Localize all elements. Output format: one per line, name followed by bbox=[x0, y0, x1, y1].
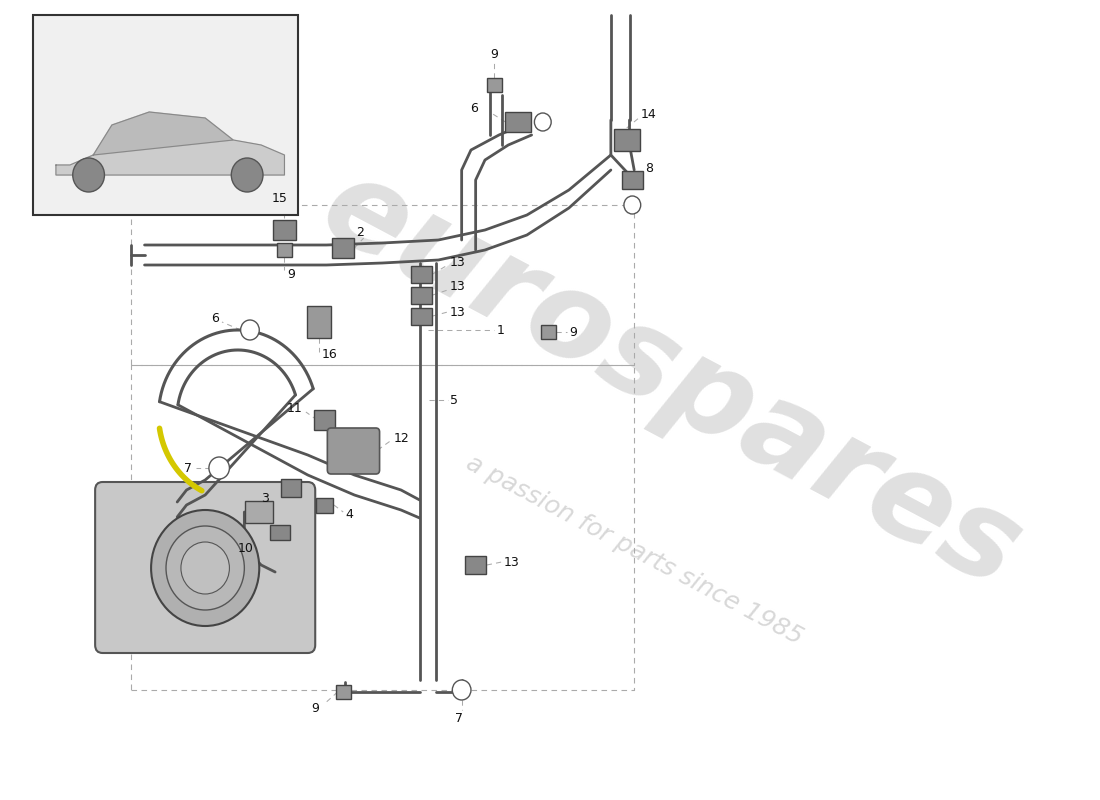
Text: a passion for parts since 1985: a passion for parts since 1985 bbox=[462, 450, 806, 650]
Bar bbox=[411, 266, 432, 282]
Polygon shape bbox=[56, 135, 285, 175]
Text: 13: 13 bbox=[450, 281, 465, 294]
Text: 11: 11 bbox=[286, 402, 302, 414]
Text: 5: 5 bbox=[450, 394, 458, 406]
Text: 7: 7 bbox=[184, 462, 192, 474]
Bar bbox=[541, 325, 556, 339]
Text: 8: 8 bbox=[646, 162, 653, 174]
Text: 15: 15 bbox=[272, 191, 288, 205]
Bar bbox=[273, 220, 296, 240]
Text: 9: 9 bbox=[491, 49, 498, 62]
Circle shape bbox=[151, 510, 260, 626]
Bar bbox=[280, 479, 301, 497]
Bar bbox=[307, 306, 331, 338]
Circle shape bbox=[231, 158, 263, 192]
Text: 4: 4 bbox=[345, 509, 353, 522]
Circle shape bbox=[624, 196, 640, 214]
Bar bbox=[315, 410, 334, 430]
Bar bbox=[505, 112, 530, 132]
Text: 6: 6 bbox=[470, 102, 477, 114]
Text: 9: 9 bbox=[311, 702, 319, 714]
Polygon shape bbox=[94, 112, 233, 155]
Bar bbox=[277, 243, 292, 257]
Bar bbox=[623, 171, 642, 189]
Text: 16: 16 bbox=[322, 349, 338, 362]
Circle shape bbox=[241, 320, 260, 340]
Bar bbox=[270, 525, 290, 539]
FancyBboxPatch shape bbox=[95, 482, 316, 653]
Text: 9: 9 bbox=[569, 326, 576, 338]
Circle shape bbox=[452, 680, 471, 700]
Bar bbox=[316, 498, 333, 513]
Text: 6: 6 bbox=[211, 311, 219, 325]
Bar bbox=[332, 238, 354, 258]
Text: 13: 13 bbox=[504, 555, 519, 569]
Text: 3: 3 bbox=[261, 491, 268, 505]
Bar bbox=[245, 501, 273, 523]
Text: 14: 14 bbox=[640, 109, 657, 122]
Circle shape bbox=[166, 526, 244, 610]
Circle shape bbox=[73, 158, 104, 192]
Circle shape bbox=[209, 457, 230, 479]
Bar bbox=[411, 286, 432, 303]
Text: 13: 13 bbox=[450, 306, 465, 318]
Text: 7: 7 bbox=[455, 711, 463, 725]
Text: 10: 10 bbox=[238, 542, 254, 554]
Text: 2: 2 bbox=[356, 226, 364, 238]
Bar bbox=[336, 685, 351, 699]
Text: 9: 9 bbox=[287, 267, 295, 281]
Text: 13: 13 bbox=[450, 255, 465, 269]
Bar bbox=[33, 15, 298, 215]
Text: eurospares: eurospares bbox=[302, 147, 1041, 613]
Text: 12: 12 bbox=[394, 431, 409, 445]
Bar bbox=[465, 556, 486, 574]
Bar bbox=[487, 78, 502, 92]
Bar bbox=[614, 129, 640, 151]
Circle shape bbox=[180, 542, 230, 594]
Bar bbox=[411, 307, 432, 325]
Text: 1: 1 bbox=[497, 323, 505, 337]
FancyBboxPatch shape bbox=[328, 428, 380, 474]
Circle shape bbox=[535, 113, 551, 131]
